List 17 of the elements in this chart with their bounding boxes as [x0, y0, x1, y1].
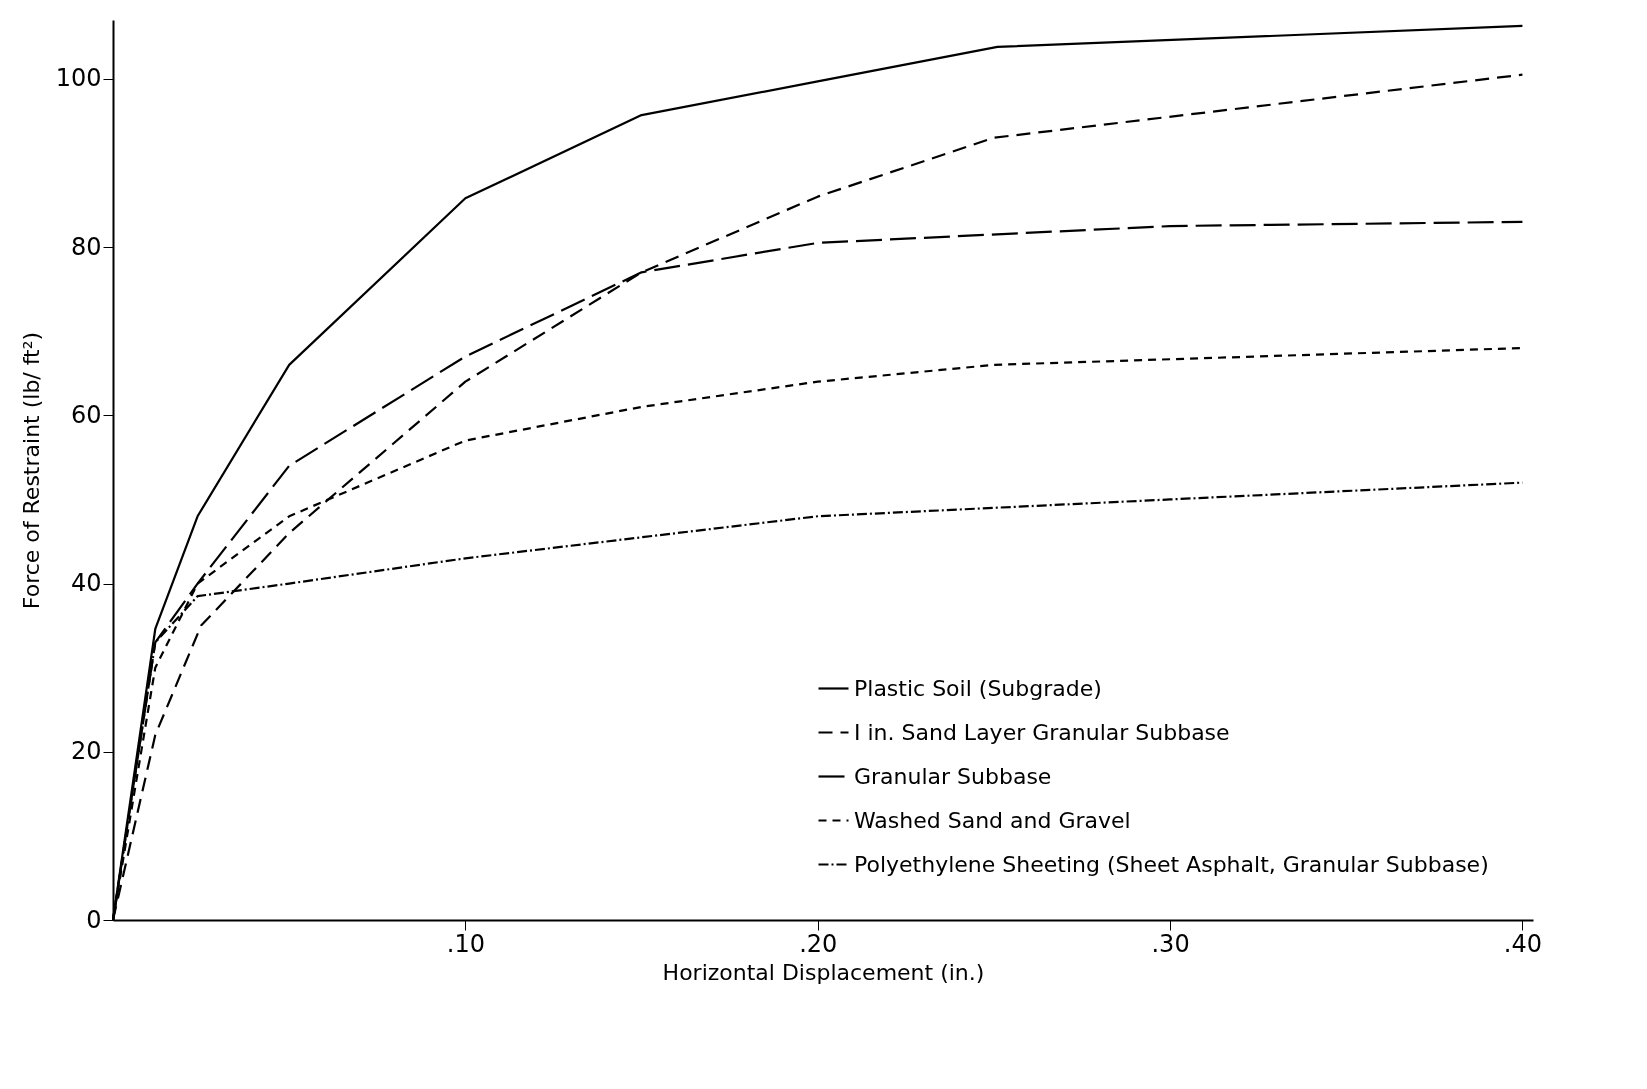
legend-label: Polyethylene Sheeting (Sheet Asphalt, Granular Subbase) [854, 851, 1489, 877]
y-axis-title: Force of Restraint (lb/ ft²) [18, 331, 44, 610]
y-tick-label: 60 [70, 400, 102, 429]
y-tick-label: 80 [70, 232, 102, 261]
y-tick-label: 100 [55, 64, 102, 93]
x-tick-label: .10 [446, 929, 485, 958]
x-tick-label: .20 [799, 929, 838, 958]
y-tick-label: 20 [70, 737, 102, 766]
legend-label: Washed Sand and Gravel [854, 807, 1131, 833]
legend-label: Granular Subbase [854, 763, 1052, 789]
y-tick-label: 0 [86, 905, 102, 934]
legend-label: I in. Sand Layer Granular Subbase [854, 719, 1230, 745]
x-axis-title: Horizontal Displacement (in.) [662, 959, 985, 985]
x-tick-label: .30 [1151, 929, 1190, 958]
x-tick-label: .40 [1503, 929, 1543, 958]
legend-label: Plastic Soil (Subgrade) [854, 675, 1102, 701]
y-tick-label: 40 [70, 569, 102, 598]
